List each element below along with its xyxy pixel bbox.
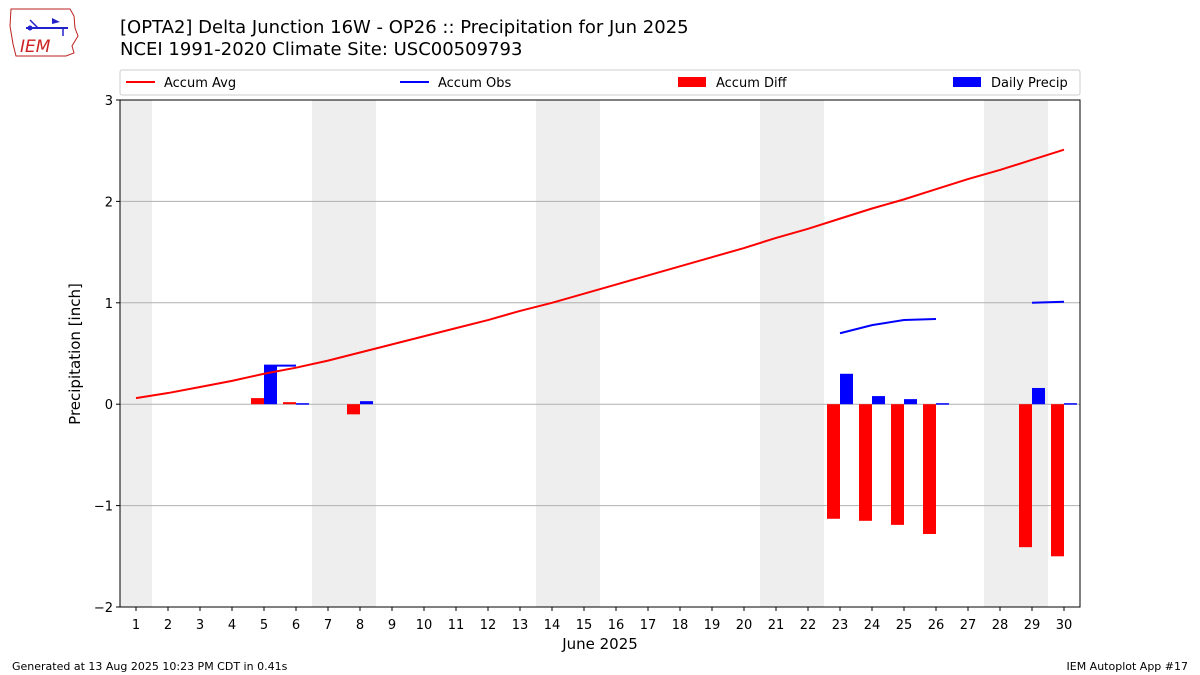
y-tick-label: 2 (105, 195, 113, 210)
daily-precip-bar (872, 396, 885, 405)
y-tick-label: −1 (94, 500, 113, 515)
accum-diff-bar (891, 404, 904, 525)
accum-diff-bar (251, 398, 264, 405)
x-tick-label: 22 (800, 618, 817, 633)
weekend-band (312, 100, 376, 607)
accum-obs-line (839, 318, 937, 335)
weekend-band (536, 100, 600, 607)
x-tick-label: 13 (512, 618, 529, 633)
x-axis: 1 2 3 4 5 6 7 8 9 10 11 12 13 14 15 16 17 18 19 20 21 22 23 24 2… (132, 607, 1072, 633)
footer-app: IEM Autoplot App #17 (1066, 660, 1189, 673)
x-tick-label: 28 (992, 618, 1009, 633)
daily-precip-bar (264, 365, 277, 405)
x-tick-label: 15 (576, 618, 593, 633)
y-tick-label: −2 (94, 601, 113, 616)
x-tick-label: 11 (448, 618, 465, 633)
x-tick-label: 18 (672, 618, 689, 633)
y-tick-label: 3 (105, 94, 113, 109)
weekend-band (760, 100, 824, 607)
title-line-2: NCEI 1991-2020 Climate Site: USC00509793 (120, 39, 523, 60)
x-tick-label: 27 (960, 618, 977, 633)
x-tick-label: 17 (640, 618, 657, 633)
accum-obs-line (1031, 300, 1065, 304)
x-tick-label: 8 (356, 618, 364, 633)
lines (135, 148, 1065, 400)
logo: IEM (8, 6, 80, 58)
legend-label: Accum Diff (716, 76, 788, 91)
accum-avg-line (135, 148, 1065, 400)
y-tick-label: 1 (105, 297, 113, 312)
accum-diff-bar (1051, 404, 1064, 557)
x-tick-label: 23 (832, 618, 849, 633)
x-tick-label: 9 (388, 618, 396, 633)
footer-generated: Generated at 13 Aug 2025 10:23 PM CDT in… (12, 660, 288, 673)
legend-label: Daily Precip (991, 76, 1068, 91)
x-tick-label: 20 (736, 618, 753, 633)
x-tick-label: 6 (292, 618, 300, 633)
plot-frame (119, 99, 1081, 608)
accum-diff-bar (923, 404, 936, 534)
x-tick-label: 30 (1056, 618, 1073, 633)
accum-diff-bar (827, 404, 840, 519)
accum-diff-bar (347, 404, 360, 415)
legend-swatch (953, 77, 981, 87)
x-tick-label: 7 (324, 618, 332, 633)
x-tick-label: 25 (896, 618, 913, 633)
daily-precip-bar (936, 403, 949, 405)
iem-logo-icon: IEM (9, 8, 79, 57)
bars (251, 365, 1077, 557)
legend: Accum Avg Accum Obs Accum Diff Daily Precip (119, 69, 1081, 96)
legend-swatch (678, 77, 706, 87)
logo-text: IEM (20, 37, 51, 57)
accum-diff-bar (1019, 404, 1032, 548)
accum-diff-bar (859, 404, 872, 521)
title-line-1: [OPTA2] Delta Junction 16W - OP26 :: Pre… (120, 17, 689, 38)
x-tick-label: 10 (416, 618, 433, 633)
weekend-shading (120, 100, 1048, 607)
y-axis-label: Precipitation [inch] (66, 283, 84, 425)
x-tick-label: 29 (1024, 618, 1041, 633)
x-tick-label: 19 (704, 618, 721, 633)
x-tick-label: 3 (196, 618, 204, 633)
accum-diff-bar (283, 402, 296, 405)
chart-title: [OPTA2] Delta Junction 16W - OP26 :: Pre… (120, 17, 689, 61)
y-axis: −2 −1 0 1 2 3 (94, 94, 120, 616)
weekend-band (984, 100, 1048, 607)
x-tick-label: 16 (608, 618, 625, 633)
daily-precip-bar (840, 373, 853, 405)
legend-label: Accum Avg (164, 76, 236, 91)
x-tick-label: 5 (260, 618, 268, 633)
legend-label: Accum Obs (438, 76, 511, 91)
daily-precip-bar (1032, 387, 1045, 405)
x-tick-label: 2 (164, 618, 172, 633)
daily-precip-bar (904, 399, 917, 405)
legend-box (119, 69, 1081, 96)
daily-precip-bar (296, 403, 309, 405)
y-tick-label: 0 (105, 398, 113, 413)
x-tick-label: 12 (480, 618, 497, 633)
x-tick-label: 14 (544, 618, 561, 633)
x-tick-label: 24 (864, 618, 881, 633)
x-tick-label: 21 (768, 618, 785, 633)
x-tick-label: 1 (132, 618, 140, 633)
daily-precip-bar (1064, 403, 1077, 405)
daily-precip-bar (360, 401, 373, 405)
x-tick-label: 26 (928, 618, 945, 633)
x-axis-label: June 2025 (561, 635, 638, 653)
x-tick-label: 4 (228, 618, 236, 633)
weekend-band (120, 100, 152, 607)
